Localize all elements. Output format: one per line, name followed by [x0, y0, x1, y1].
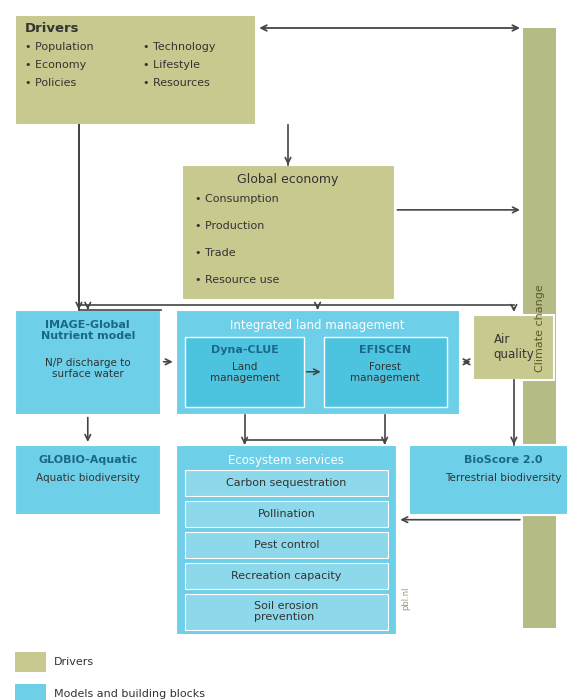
FancyBboxPatch shape: [185, 532, 388, 558]
Text: Integrated land management: Integrated land management: [231, 318, 405, 332]
FancyBboxPatch shape: [15, 652, 47, 671]
FancyBboxPatch shape: [182, 165, 394, 300]
Text: • Resources: • Resources: [143, 78, 210, 88]
Text: Ecosystem services: Ecosystem services: [228, 454, 344, 467]
FancyBboxPatch shape: [15, 310, 161, 415]
Text: Dyna-CLUE: Dyna-CLUE: [210, 345, 278, 355]
FancyBboxPatch shape: [15, 684, 47, 700]
FancyBboxPatch shape: [175, 310, 459, 415]
Text: BioScore 2.0: BioScore 2.0: [464, 455, 542, 465]
Text: • Technology: • Technology: [143, 42, 216, 52]
Text: • Consumption: • Consumption: [196, 194, 279, 204]
FancyBboxPatch shape: [185, 470, 388, 496]
Text: • Lifestyle: • Lifestyle: [143, 60, 200, 70]
Text: pbl.nl: pbl.nl: [401, 586, 411, 610]
Text: Pollination: Pollination: [258, 509, 316, 519]
FancyBboxPatch shape: [15, 444, 161, 514]
Text: • Economy: • Economy: [25, 60, 86, 70]
FancyBboxPatch shape: [175, 444, 397, 635]
Text: Soil erosion
prevention: Soil erosion prevention: [254, 601, 319, 622]
Text: • Production: • Production: [196, 221, 264, 231]
Text: Pest control: Pest control: [254, 540, 319, 550]
Text: IMAGE-Global
Nutrient model: IMAGE-Global Nutrient model: [41, 320, 135, 342]
Text: • Population: • Population: [25, 42, 93, 52]
Text: Drivers: Drivers: [25, 22, 79, 35]
Text: Land
management: Land management: [210, 362, 279, 384]
FancyBboxPatch shape: [409, 444, 575, 514]
Text: GLOBIO-Aquatic: GLOBIO-Aquatic: [38, 455, 137, 465]
Text: Terrestrial biodiversity: Terrestrial biodiversity: [445, 473, 561, 483]
Text: Forest
management: Forest management: [350, 362, 420, 384]
FancyBboxPatch shape: [185, 500, 388, 526]
Text: EFISCEN: EFISCEN: [359, 345, 411, 355]
Text: • Policies: • Policies: [25, 78, 76, 88]
FancyBboxPatch shape: [185, 563, 388, 589]
Text: Aquatic biodiversity: Aquatic biodiversity: [36, 473, 140, 483]
Text: Carbon sequestration: Carbon sequestration: [227, 477, 347, 488]
Text: Global economy: Global economy: [237, 173, 339, 186]
Text: Recreation capacity: Recreation capacity: [231, 570, 342, 581]
FancyBboxPatch shape: [15, 15, 256, 125]
Text: • Trade: • Trade: [196, 248, 236, 258]
Text: • Resource use: • Resource use: [196, 275, 279, 285]
Text: N/P discharge to
surface water: N/P discharge to surface water: [45, 358, 131, 379]
Text: Air
quality: Air quality: [493, 332, 534, 360]
Text: Drivers: Drivers: [54, 657, 94, 666]
FancyBboxPatch shape: [324, 337, 447, 407]
FancyBboxPatch shape: [185, 337, 304, 407]
FancyBboxPatch shape: [185, 594, 388, 630]
Text: Models and building blocks: Models and building blocks: [54, 689, 205, 699]
FancyBboxPatch shape: [523, 28, 556, 628]
FancyBboxPatch shape: [473, 315, 554, 380]
Text: Climate change: Climate change: [535, 284, 545, 372]
